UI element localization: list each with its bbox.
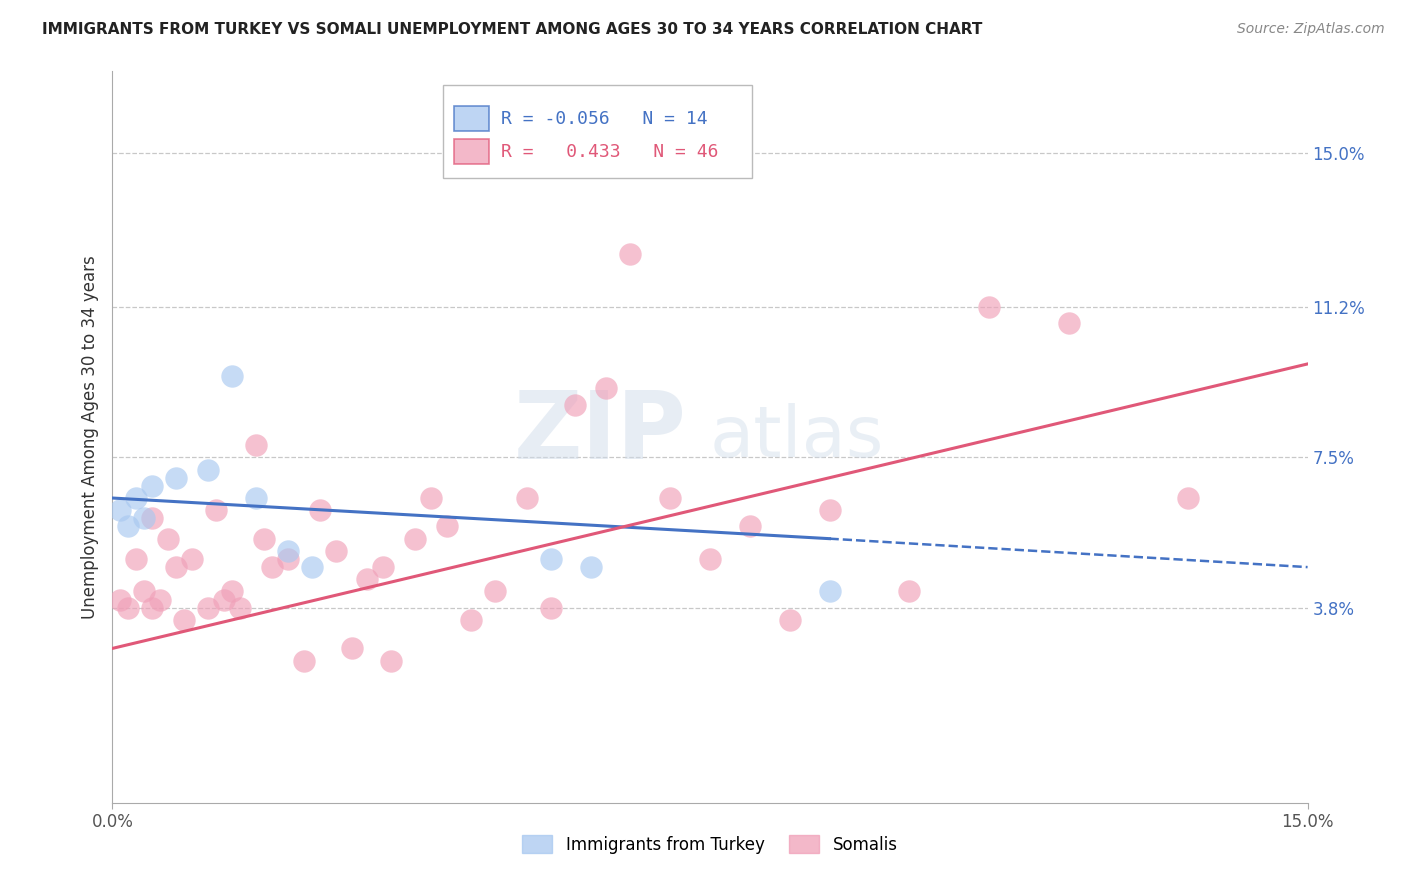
Y-axis label: Unemployment Among Ages 30 to 34 years: Unemployment Among Ages 30 to 34 years bbox=[80, 255, 98, 619]
Point bbox=[484, 584, 506, 599]
Text: IMMIGRANTS FROM TURKEY VS SOMALI UNEMPLOYMENT AMONG AGES 30 TO 34 YEARS CORRELAT: IMMIGRANTS FROM TURKEY VS SOMALI UNEMPLO… bbox=[42, 22, 983, 37]
Text: R = -0.056   N = 14: R = -0.056 N = 14 bbox=[501, 110, 707, 128]
Point bbox=[117, 600, 139, 615]
Point bbox=[738, 519, 761, 533]
Point bbox=[134, 511, 156, 525]
Point bbox=[173, 613, 195, 627]
Point bbox=[540, 600, 562, 615]
Point bbox=[380, 654, 402, 668]
Point bbox=[277, 544, 299, 558]
Point bbox=[619, 247, 641, 261]
Point bbox=[221, 369, 243, 384]
Point bbox=[579, 560, 602, 574]
Point bbox=[373, 560, 395, 574]
Point bbox=[134, 584, 156, 599]
Point bbox=[340, 641, 363, 656]
Point bbox=[141, 511, 163, 525]
Point bbox=[197, 600, 219, 615]
Point bbox=[1057, 316, 1080, 330]
Point bbox=[253, 532, 276, 546]
Point bbox=[260, 560, 283, 574]
Point bbox=[149, 592, 172, 607]
Point bbox=[197, 462, 219, 476]
Point bbox=[125, 491, 148, 505]
Point bbox=[356, 572, 378, 586]
Point bbox=[125, 552, 148, 566]
Point bbox=[181, 552, 204, 566]
Point bbox=[205, 503, 228, 517]
Point bbox=[779, 613, 801, 627]
Point bbox=[977, 300, 1000, 314]
Point bbox=[898, 584, 921, 599]
Point bbox=[141, 600, 163, 615]
Point bbox=[277, 552, 299, 566]
Point bbox=[245, 491, 267, 505]
Point bbox=[436, 519, 458, 533]
Point bbox=[818, 584, 841, 599]
Point bbox=[110, 503, 132, 517]
Point bbox=[292, 654, 315, 668]
Point bbox=[659, 491, 682, 505]
Point bbox=[117, 519, 139, 533]
Point bbox=[564, 398, 586, 412]
Point bbox=[325, 544, 347, 558]
Text: R =   0.433   N = 46: R = 0.433 N = 46 bbox=[501, 143, 718, 161]
Point bbox=[221, 584, 243, 599]
Point bbox=[141, 479, 163, 493]
Point bbox=[818, 503, 841, 517]
Point bbox=[245, 438, 267, 452]
Point bbox=[301, 560, 323, 574]
Point bbox=[157, 532, 180, 546]
Point bbox=[165, 471, 187, 485]
Point bbox=[460, 613, 482, 627]
Point bbox=[404, 532, 426, 546]
Point bbox=[595, 381, 617, 395]
Legend: Immigrants from Turkey, Somalis: Immigrants from Turkey, Somalis bbox=[516, 829, 904, 860]
Text: ZIP: ZIP bbox=[513, 387, 686, 479]
Point bbox=[516, 491, 538, 505]
Point bbox=[420, 491, 443, 505]
Text: Source: ZipAtlas.com: Source: ZipAtlas.com bbox=[1237, 22, 1385, 37]
Point bbox=[1177, 491, 1199, 505]
Point bbox=[308, 503, 330, 517]
Text: atlas: atlas bbox=[710, 402, 884, 472]
Point bbox=[165, 560, 187, 574]
Point bbox=[540, 552, 562, 566]
Point bbox=[110, 592, 132, 607]
Point bbox=[699, 552, 721, 566]
Point bbox=[212, 592, 235, 607]
Point bbox=[229, 600, 252, 615]
